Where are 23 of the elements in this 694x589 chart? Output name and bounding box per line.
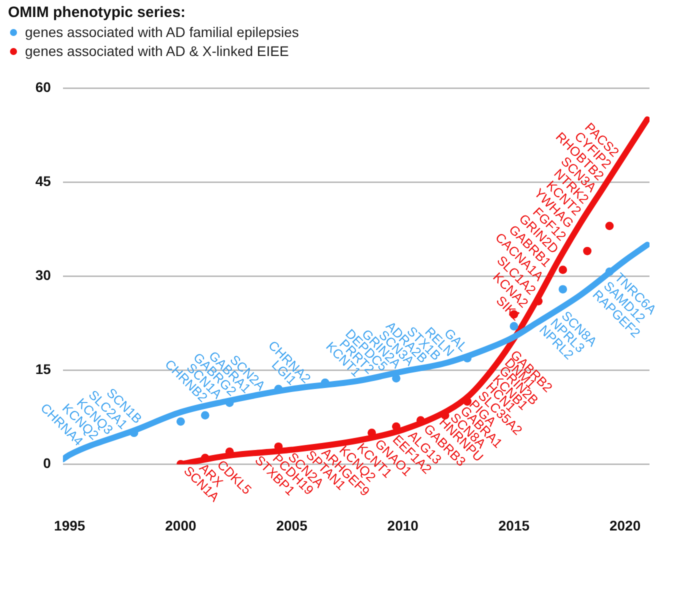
y-tick-label: 0 xyxy=(43,455,52,472)
point xyxy=(200,411,210,420)
legend-title: OMIM phenotypic series: xyxy=(8,4,187,21)
y-tick-label: 45 xyxy=(35,172,52,189)
point xyxy=(510,322,518,330)
legend-label: genes associated with AD familial epilepsies xyxy=(25,24,299,40)
point xyxy=(605,268,614,276)
point xyxy=(558,285,568,294)
point xyxy=(605,222,614,230)
point xyxy=(392,374,400,382)
x-tick-label: 2015 xyxy=(498,517,530,534)
point xyxy=(583,246,592,256)
legend-label: genes associated with AD & X-linked EIEE xyxy=(25,43,289,59)
y-tick-label: 60 xyxy=(35,78,52,95)
x-tick-label: 2020 xyxy=(609,517,641,534)
point xyxy=(558,266,568,274)
x-tick-label: 1995 xyxy=(54,517,86,534)
y-tick-label: 15 xyxy=(35,361,52,378)
x-tick-label: 2010 xyxy=(387,517,419,534)
x-tick-label: 2000 xyxy=(165,517,196,534)
x-tick-label: 2005 xyxy=(276,517,308,534)
y-tick-label: 30 xyxy=(35,266,52,283)
point xyxy=(176,417,185,426)
